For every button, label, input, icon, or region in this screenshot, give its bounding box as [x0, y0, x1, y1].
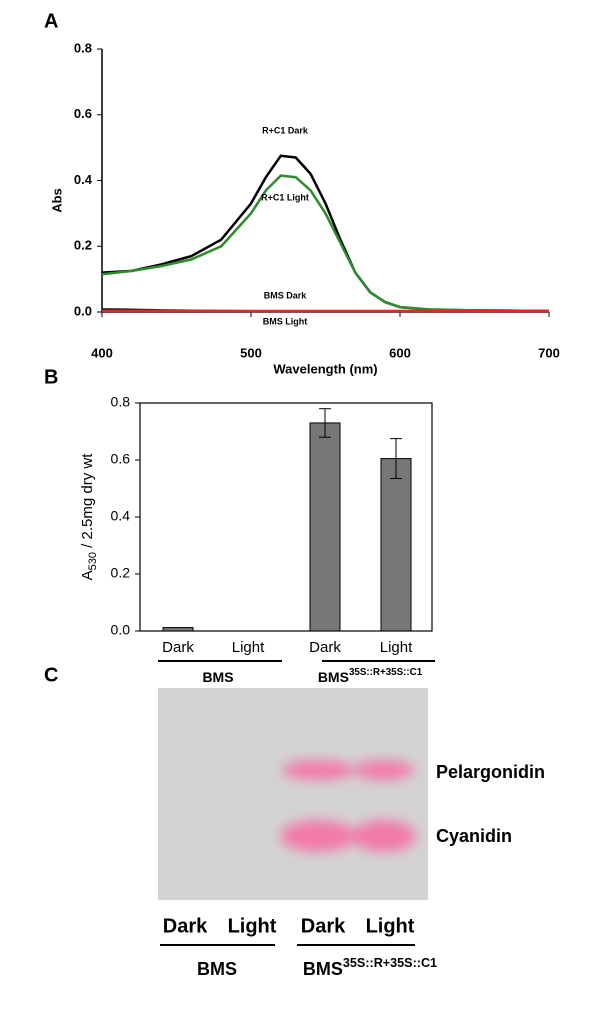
lane-label: Dark [163, 915, 208, 937]
lane-label: Dark [301, 915, 346, 937]
spot [282, 760, 354, 780]
y-tick-label: 0.4 [74, 172, 93, 187]
group-name: BMS [318, 669, 349, 685]
y-label-part: 530 [87, 552, 99, 570]
group-label: BMS35S::R+35S::C1 [303, 956, 437, 978]
bar [309, 422, 341, 632]
spot [352, 820, 416, 852]
group-name: BMS [202, 669, 233, 685]
series-label: R+C1 Light [261, 192, 309, 202]
y-tick-label: 0.0 [111, 622, 131, 638]
y-tick-label: 0.2 [111, 565, 131, 581]
spot [280, 820, 356, 852]
x-tick-label: 600 [389, 345, 411, 360]
panel-label: B [44, 366, 58, 388]
lane-label: Light [366, 915, 415, 937]
y-label-part: A [79, 570, 96, 580]
series-label: R+C1 Dark [262, 125, 309, 135]
group-name: BMS [303, 959, 343, 979]
bar [380, 458, 412, 632]
panel-label: A [44, 10, 58, 32]
x-tick-label: 700 [538, 345, 560, 360]
y-label-part: / 2.5mg dry wt [79, 453, 96, 552]
band-label: Pelargonidin [436, 762, 545, 782]
series-label: BMS Dark [264, 290, 308, 300]
group-label: BMS [202, 669, 233, 685]
y-tick-label: 0.2 [74, 238, 92, 253]
y-tick-label: 0.6 [74, 106, 92, 121]
tlc-spots [280, 760, 416, 852]
y-tick-label: 0.4 [111, 508, 131, 524]
y-axis-label: A530 / 2.5mg dry wt [79, 453, 99, 581]
x-tick-label: 500 [240, 345, 262, 360]
group-superscript: 35S::R+35S::C1 [349, 667, 423, 678]
line-series [101, 174, 550, 313]
group-superscript: 35S::R+35S::C1 [343, 956, 437, 970]
x-axis-label: Wavelength (nm) [273, 361, 377, 376]
panel-label: C [44, 664, 58, 686]
group-name: BMS [197, 959, 237, 979]
x-tick-label: Light [380, 639, 413, 656]
line-series [101, 154, 550, 313]
series-label: BMS Light [263, 316, 308, 326]
group-label: BMS35S::R+35S::C1 [318, 667, 423, 685]
y-tick-label: 0.6 [111, 451, 131, 467]
x-tick-label: Dark [162, 639, 194, 656]
y-axis-label: Abs [49, 188, 64, 213]
tlc-plate [158, 688, 428, 900]
x-tick-label: Dark [309, 639, 341, 656]
group-label: BMS [197, 959, 237, 979]
x-tick-label: Light [232, 639, 265, 656]
x-tick-label: 400 [91, 345, 113, 360]
y-tick-label: 0.0 [74, 303, 92, 318]
spot [354, 760, 414, 780]
band-label: Cyanidin [436, 826, 512, 846]
lane-label: Light [228, 915, 277, 937]
bar [162, 627, 194, 632]
y-tick-label: 0.8 [74, 40, 92, 55]
y-tick-label: 0.8 [111, 394, 131, 410]
